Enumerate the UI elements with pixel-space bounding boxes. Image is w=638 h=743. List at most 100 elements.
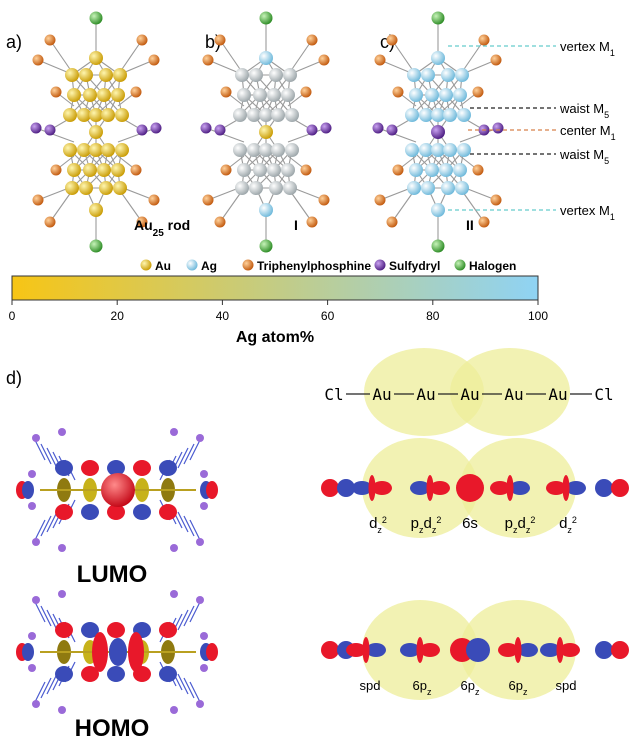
cluster-II <box>372 11 504 253</box>
metal-atom <box>89 125 103 139</box>
lumo-title: LUMO <box>77 561 148 588</box>
ligand-node <box>200 502 208 510</box>
orbital-lobe <box>81 460 99 476</box>
phosphine-atom <box>44 34 56 46</box>
sulfydryl-atom <box>306 124 318 136</box>
halogen-atom <box>431 11 445 25</box>
panel-label-a: a) <box>6 32 22 52</box>
metal-atom <box>431 203 445 217</box>
phosphine-atom <box>130 86 142 98</box>
ligand-node <box>200 632 208 640</box>
orbital-lobe <box>109 638 127 666</box>
halogen-atom <box>89 11 103 25</box>
metal-atom <box>443 143 457 157</box>
ligand-node <box>58 544 66 552</box>
sulfydryl-atom <box>386 124 398 136</box>
ligand-node <box>196 538 204 546</box>
metal-atom <box>457 143 471 157</box>
ligand-node <box>32 434 40 442</box>
orbital-label: pzdz2 <box>505 515 536 535</box>
orbital-lobe <box>81 504 99 520</box>
metal-atom <box>409 163 423 177</box>
orbital-lobe <box>55 504 73 520</box>
phosphine-atom <box>148 54 160 66</box>
orbital-lobe <box>372 481 392 495</box>
metal-atom <box>453 163 467 177</box>
ligand-node <box>32 700 40 708</box>
phosphine-atom <box>386 34 398 46</box>
phosphine-atom <box>50 86 62 98</box>
site-callouts: vertex M1 waist M5 center M1 waist M5 vertex… <box>448 39 616 222</box>
metal-atom <box>267 88 281 102</box>
legend-swatch <box>186 259 198 271</box>
ligand-node <box>28 502 36 510</box>
sulfydryl-atom <box>200 122 212 134</box>
sulfydryl-atom <box>320 122 332 134</box>
orbital-lobe <box>546 481 566 495</box>
orbital-lobe <box>321 641 339 659</box>
legend-label: Ag <box>201 259 217 273</box>
ligand-node <box>170 590 178 598</box>
phosphine-atom <box>490 194 502 206</box>
legend-swatch <box>374 259 386 271</box>
metal-atom <box>89 108 103 122</box>
metal-atom <box>115 108 129 122</box>
orbital-lobe <box>346 643 366 657</box>
phosphine-atom <box>306 34 318 46</box>
orbital-lobe <box>352 481 372 495</box>
halogen-atom <box>259 11 273 25</box>
colorbar-ticks: 0 20 40 60 80 100 <box>9 300 548 323</box>
metal-atom <box>269 68 283 82</box>
metal-atom <box>457 108 471 122</box>
chain-atom: Au <box>416 385 435 404</box>
phosphine-atom <box>478 216 490 228</box>
phosphine-atom <box>130 164 142 176</box>
phosphine-atom <box>318 194 330 206</box>
metal-atom <box>237 88 251 102</box>
orbital-lobe <box>22 481 34 499</box>
metal-atom <box>409 88 423 102</box>
phosphine-atom <box>220 86 232 98</box>
orbital-lobe <box>81 622 99 638</box>
orbital-lobe <box>159 460 177 476</box>
sulfydryl-atom <box>30 122 42 134</box>
metal-atom <box>235 68 249 82</box>
ligand-node <box>170 544 178 552</box>
metal-atom <box>247 108 261 122</box>
colorbar-tick-label: 20 <box>111 309 125 323</box>
metal-atom <box>441 68 455 82</box>
orbital-lobe <box>368 475 376 501</box>
metal-atom <box>233 108 247 122</box>
homo-orbital-picture <box>16 590 218 714</box>
metal-atom <box>281 88 295 102</box>
metal-atom <box>65 68 79 82</box>
metal-atom <box>431 108 445 122</box>
orbital-lobe <box>206 643 218 661</box>
orbital-lobe <box>416 637 424 663</box>
phosphine-atom <box>214 34 226 46</box>
colorbar-tick-label: 0 <box>9 309 16 323</box>
ligand-node <box>196 434 204 442</box>
orbital-lobe <box>133 460 151 476</box>
metal-atom <box>285 143 299 157</box>
orbital-lobe <box>566 481 586 495</box>
colorbar-tick-label: 40 <box>216 309 230 323</box>
orbital-lobe <box>55 460 73 476</box>
phosphine-atom <box>148 194 160 206</box>
orbital-label: 6pz <box>509 678 528 697</box>
orbital-lobe <box>22 643 34 661</box>
orbital-lobe <box>410 481 430 495</box>
sulfydryl-atom <box>214 124 226 136</box>
orbital-lobe <box>420 643 440 657</box>
metal-atom <box>83 88 97 102</box>
metal-atom <box>235 181 249 195</box>
chain-atom: Au <box>372 385 391 404</box>
metal-atom <box>285 108 299 122</box>
orbital-lobe <box>159 504 177 520</box>
orbital-lobe <box>55 666 73 682</box>
metal-atom <box>77 143 91 157</box>
metal-atom <box>83 163 97 177</box>
ligand-node <box>196 700 204 708</box>
phosphine-atom <box>220 164 232 176</box>
lumo-orbital-picture <box>16 428 218 552</box>
